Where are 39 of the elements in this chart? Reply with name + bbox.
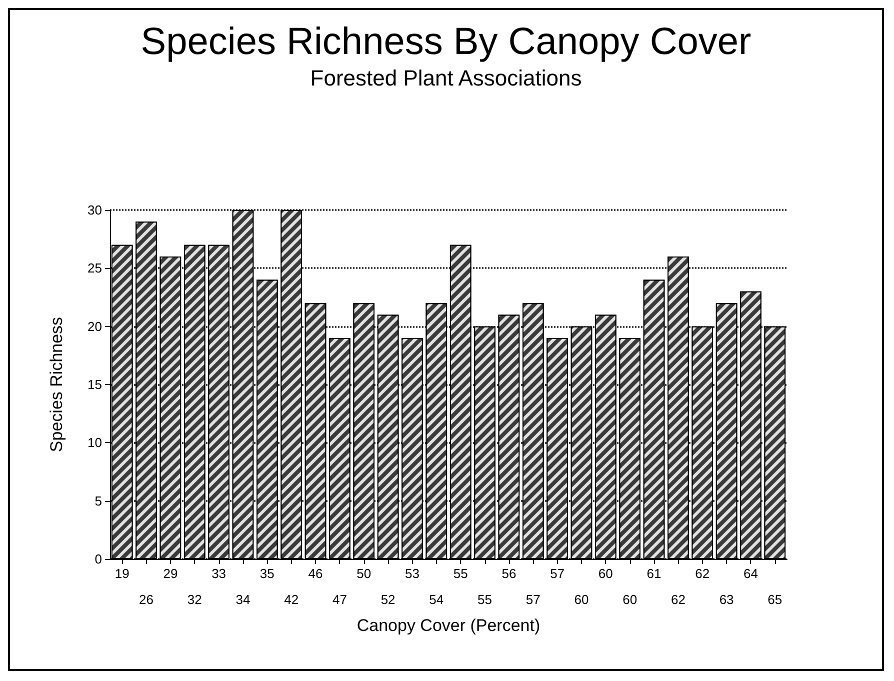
y-axis-title: Species Richness — [47, 316, 66, 452]
x-tick-label: 55 — [453, 566, 468, 581]
y-tick-label: 5 — [94, 493, 102, 508]
y-tick-label: 0 — [94, 552, 102, 566]
x-tick-label: 54 — [429, 592, 444, 607]
x-tick-label: 42 — [284, 592, 299, 607]
x-tick-label: 50 — [356, 566, 372, 581]
x-tick-label: 62 — [670, 592, 686, 607]
x-tick-label: 63 — [719, 592, 734, 607]
x-tick-label: 52 — [380, 592, 396, 607]
x-tick-label: 26 — [139, 592, 154, 607]
x-tick-label: 33 — [212, 566, 226, 581]
x-tick-label: 32 — [187, 592, 202, 607]
y-tick-label: 25 — [88, 260, 102, 276]
x-tick-label: 56 — [502, 566, 516, 581]
x-tick-label: 55 — [478, 592, 492, 607]
y-tick-label: 20 — [88, 318, 102, 334]
x-axis-title: Canopy Cover (Percent) — [356, 616, 540, 635]
x-tick-label: 61 — [646, 566, 662, 581]
x-tick-label: 57 — [526, 592, 540, 607]
y-tick-label: 15 — [88, 377, 102, 392]
x-tick-label: 62 — [695, 566, 710, 581]
y-tick-label: 30 — [88, 202, 102, 218]
x-tick-label: 19 — [114, 566, 130, 581]
x-tick-label: 47 — [332, 592, 347, 607]
x-tick-label: 46 — [308, 566, 323, 581]
x-tick-label: 60 — [574, 592, 589, 607]
x-tick-label: 34 — [236, 592, 250, 607]
x-tick-label: 65 — [768, 592, 782, 607]
x-tick-label: 35 — [260, 566, 274, 581]
chart-subtitle: Forested Plant Associations — [310, 66, 582, 90]
x-tick-label: 29 — [163, 566, 178, 581]
x-tick-label: 53 — [405, 566, 420, 581]
x-tick-label: 64 — [744, 566, 758, 581]
x-tick-label: 60 — [622, 592, 638, 607]
x-tick-label: 60 — [598, 566, 613, 581]
y-tick-label: 10 — [88, 435, 102, 450]
chart-title: Species Richness By Canopy Cover — [140, 21, 752, 63]
x-tick-label: 57 — [550, 566, 565, 581]
